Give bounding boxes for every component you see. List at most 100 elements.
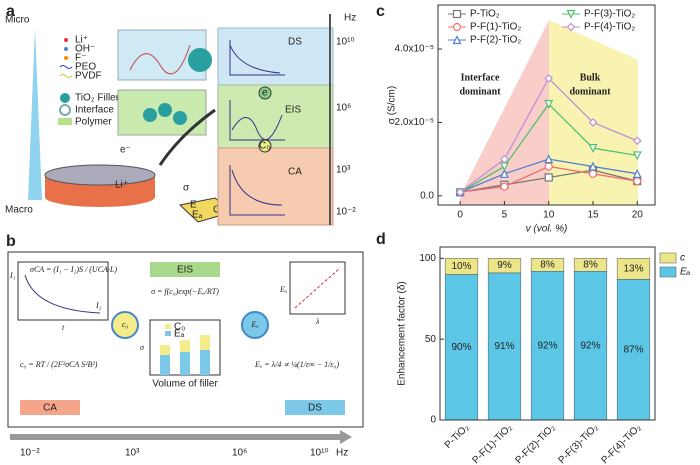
band-ds (217, 27, 334, 86)
circle-label: Eₐ (250, 320, 259, 329)
icon (64, 38, 68, 42)
value-label: 13% (623, 263, 643, 274)
x-tick-label: P-F(1)-TiO₂ (470, 422, 514, 465)
icon (59, 74, 73, 78)
marker (588, 169, 598, 178)
legend-marker (452, 9, 462, 19)
legend-swatch (165, 324, 171, 329)
marker (633, 177, 642, 186)
marker (500, 154, 509, 164)
sigma-label: σ (183, 183, 190, 194)
legend-swatch (659, 266, 677, 278)
panel-frame (7, 251, 364, 428)
value-label: 8% (540, 259, 555, 270)
freq-label: 10¹⁰ (310, 448, 328, 459)
filler (158, 103, 172, 117)
bar-segment (530, 271, 565, 421)
method-box (150, 262, 220, 277)
legend-label: P-F(4)-TiO₂ (584, 22, 635, 33)
material-legend: Li⁺ OH⁻ F⁻ PEO PVDF TiO₂ Filler Interfac… (58, 35, 120, 128)
marker (588, 144, 598, 153)
inset-label: I₁ (9, 271, 16, 280)
fit-line (294, 267, 341, 309)
y-tick-label: 100 (419, 253, 436, 264)
x-tick-label: P-F(4)-TiO₂ (599, 422, 643, 465)
formula: σCA = (I₁ − I₂)S / (UCA·L) (30, 265, 117, 274)
scale-cone (28, 28, 42, 200)
y-tick-label: 0.0 (420, 190, 434, 201)
y-axis-label: σ (S/cm) (387, 86, 398, 124)
value-label: 8% (583, 259, 598, 270)
inset-bar (200, 335, 210, 350)
x-tick-label: P-F(3)-TiO₂ (556, 422, 600, 465)
y-axis-label: Enhancement factor (δ) (397, 281, 408, 386)
legend-text: PEO (75, 62, 96, 73)
method-label: EIS (177, 265, 193, 276)
plot-frame (437, 4, 656, 206)
unit-label: Hz (344, 13, 356, 24)
ion-label: Li⁺ (115, 180, 128, 191)
x-tick-label: 10 (543, 210, 555, 221)
marker (544, 154, 554, 164)
inset-label: Eₐ (279, 285, 288, 294)
arrow-head (340, 430, 352, 444)
legend-label: Eₐ (680, 267, 691, 278)
value-label: 87% (623, 344, 643, 355)
method-box (20, 400, 80, 415)
scale-label: Macro (5, 205, 33, 216)
icon (59, 65, 73, 69)
inset-bars (160, 335, 210, 375)
bar-segment (573, 258, 608, 272)
icon (59, 104, 71, 116)
legend-label: P-F(1)-TiO₂ (470, 22, 521, 33)
disk (45, 187, 155, 207)
x-tick-label: 15 (587, 210, 599, 221)
x-tick-label: P-F(2)-TiO₂ (513, 422, 557, 465)
method-box (285, 400, 345, 415)
legend-label: P-F(3)-TiO₂ (584, 9, 635, 20)
inset-label: λ (315, 317, 320, 326)
legend-text: Li⁺ (75, 35, 88, 46)
bar-segment (444, 258, 479, 275)
legend-label: P-TiO₂ (470, 9, 500, 20)
inset-frame (17, 261, 109, 321)
inset-bar (160, 345, 170, 355)
band-label: CA (288, 167, 302, 178)
freq-label: 10³ (125, 448, 140, 459)
freq-label: 10¹⁰ (336, 37, 354, 48)
freq-label: 10⁶ (232, 448, 247, 459)
icon (58, 118, 72, 125)
arrow (158, 108, 216, 166)
inset-frame (289, 261, 346, 315)
icon (64, 47, 68, 51)
region-bulk (549, 20, 638, 205)
band-mark (258, 139, 272, 153)
x-axis-label: v (vol. %) (526, 224, 568, 235)
method-label: DS (308, 403, 322, 414)
inset-xlabel: Volume of filler (152, 379, 218, 390)
y-tick-label: 50 (425, 334, 437, 345)
inset-bar (180, 352, 190, 375)
legend-text: PVDF (75, 71, 102, 82)
disk-top (44, 164, 156, 186)
value-label: 10% (451, 261, 471, 272)
unit-label: Hz (336, 448, 348, 459)
marker (544, 173, 553, 182)
marker (544, 162, 553, 171)
freq-label: 10³ (336, 165, 351, 176)
band-mark-label: C₀ (259, 141, 270, 152)
inset-bar (160, 355, 170, 375)
bar-segment (573, 271, 608, 421)
value-label: 92% (537, 340, 557, 351)
formula: Eₐ = λ/4 ∝ ¼(1/ε∞ − 1/ε₀) (254, 360, 339, 369)
value-label: 92% (580, 340, 600, 351)
inset-label: t (62, 323, 65, 332)
marker (499, 168, 509, 178)
sketch (229, 40, 285, 76)
panel-letter: b (6, 233, 16, 250)
legend-swatch (659, 252, 677, 264)
annotation: Interface (461, 72, 500, 83)
bar-segment (487, 258, 522, 274)
region-interface (460, 20, 549, 205)
